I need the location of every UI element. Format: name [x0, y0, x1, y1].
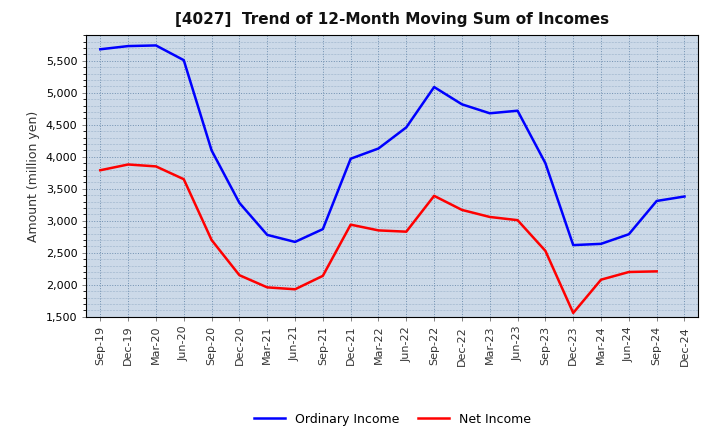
Net Income	[374, 228, 383, 233]
Net Income	[291, 286, 300, 292]
Net Income	[96, 168, 104, 173]
Net Income	[402, 229, 410, 235]
Line: Ordinary Income: Ordinary Income	[100, 45, 685, 245]
Net Income	[152, 164, 161, 169]
Ordinary Income	[597, 241, 606, 246]
Ordinary Income	[569, 242, 577, 248]
Legend: Ordinary Income, Net Income: Ordinary Income, Net Income	[248, 407, 536, 430]
Net Income	[346, 222, 355, 227]
Ordinary Income	[152, 43, 161, 48]
Ordinary Income	[235, 200, 243, 205]
Ordinary Income	[291, 239, 300, 245]
Title: [4027]  Trend of 12-Month Moving Sum of Incomes: [4027] Trend of 12-Month Moving Sum of I…	[176, 12, 609, 27]
Y-axis label: Amount (million yen): Amount (million yen)	[27, 110, 40, 242]
Net Income	[541, 248, 550, 253]
Net Income	[652, 269, 661, 274]
Ordinary Income	[318, 227, 327, 232]
Line: Net Income: Net Income	[100, 165, 657, 313]
Net Income	[179, 176, 188, 182]
Net Income	[597, 277, 606, 282]
Net Income	[207, 237, 216, 242]
Ordinary Income	[374, 146, 383, 151]
Ordinary Income	[541, 161, 550, 166]
Ordinary Income	[430, 84, 438, 90]
Ordinary Income	[680, 194, 689, 199]
Net Income	[124, 162, 132, 167]
Ordinary Income	[96, 47, 104, 52]
Net Income	[569, 310, 577, 315]
Ordinary Income	[346, 156, 355, 161]
Ordinary Income	[263, 232, 271, 238]
Ordinary Income	[179, 58, 188, 63]
Ordinary Income	[124, 44, 132, 49]
Net Income	[624, 269, 633, 275]
Ordinary Income	[485, 110, 494, 116]
Net Income	[458, 207, 467, 213]
Net Income	[318, 273, 327, 279]
Ordinary Income	[207, 148, 216, 153]
Net Income	[513, 217, 522, 223]
Ordinary Income	[652, 198, 661, 204]
Ordinary Income	[402, 125, 410, 130]
Ordinary Income	[458, 102, 467, 107]
Net Income	[235, 272, 243, 278]
Net Income	[430, 193, 438, 198]
Net Income	[263, 285, 271, 290]
Ordinary Income	[624, 231, 633, 237]
Net Income	[485, 214, 494, 220]
Ordinary Income	[513, 108, 522, 114]
